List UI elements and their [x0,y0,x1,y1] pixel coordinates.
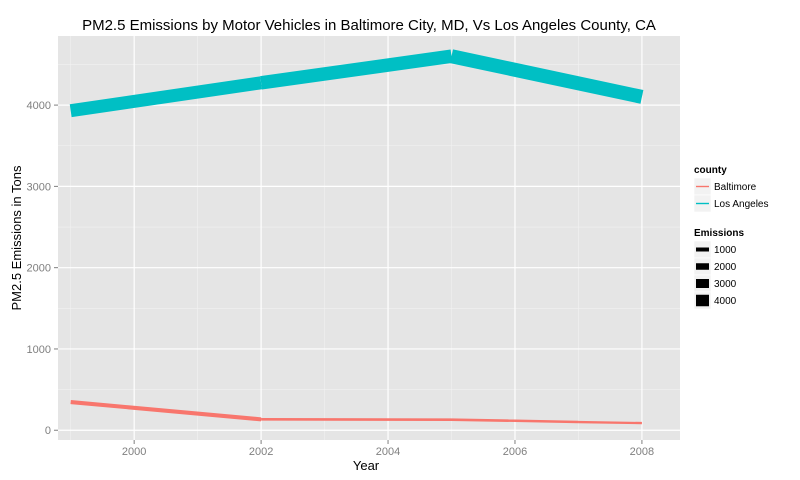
legend-label: Los Angeles [714,199,769,210]
x-axis: 2000 2002 2004 2006 2008 [122,440,654,458]
series-lines [69,49,644,425]
legend-emissions: Emissions 1000 2000 3000 4000 [693,228,744,310]
y-tick-label: 0 [45,425,51,437]
x-tick-label: 2004 [376,446,400,458]
y-tick-label: 2000 [27,263,51,275]
legend-label: 2000 [714,262,737,273]
y-tick-label: 4000 [27,100,51,112]
series-segment [70,400,262,422]
legend-title-emissions: Emissions [694,228,744,239]
legend-label: 4000 [714,296,737,307]
y-axis: 0 1000 2000 3000 4000 [27,100,58,437]
legend-label: 3000 [714,279,737,290]
legend-size-swatch [696,247,709,252]
y-axis-title: PM2.5 Emissions in Tons [9,165,24,310]
x-tick-label: 2002 [249,446,273,458]
y-tick-label: 1000 [27,344,51,356]
series-baltimore [70,400,642,425]
major-gridlines [58,36,680,440]
series-los-angeles [69,49,644,118]
legend-label: 1000 [714,245,737,256]
series-segment [450,49,644,104]
series-segment [451,418,516,423]
x-tick-label: 2000 [122,446,146,458]
legend-size-swatch [696,279,709,288]
legend-title-county: county [694,165,727,176]
series-segment [69,76,263,118]
legend-size-swatch [696,263,709,270]
series-segment [578,420,642,425]
x-axis-title: Year [353,458,380,473]
legend-size-swatch [696,294,709,307]
x-tick-label: 2008 [630,446,654,458]
x-tick-label: 2006 [503,446,527,458]
series-segment [260,49,453,90]
legend-label: Baltimore [714,182,757,193]
legend-county: county Baltimore Los Angeles [693,165,769,213]
series-segment [514,419,579,424]
chart-title: PM2.5 Emissions by Motor Vehicles in Bal… [82,17,656,34]
y-tick-label: 3000 [27,181,51,193]
